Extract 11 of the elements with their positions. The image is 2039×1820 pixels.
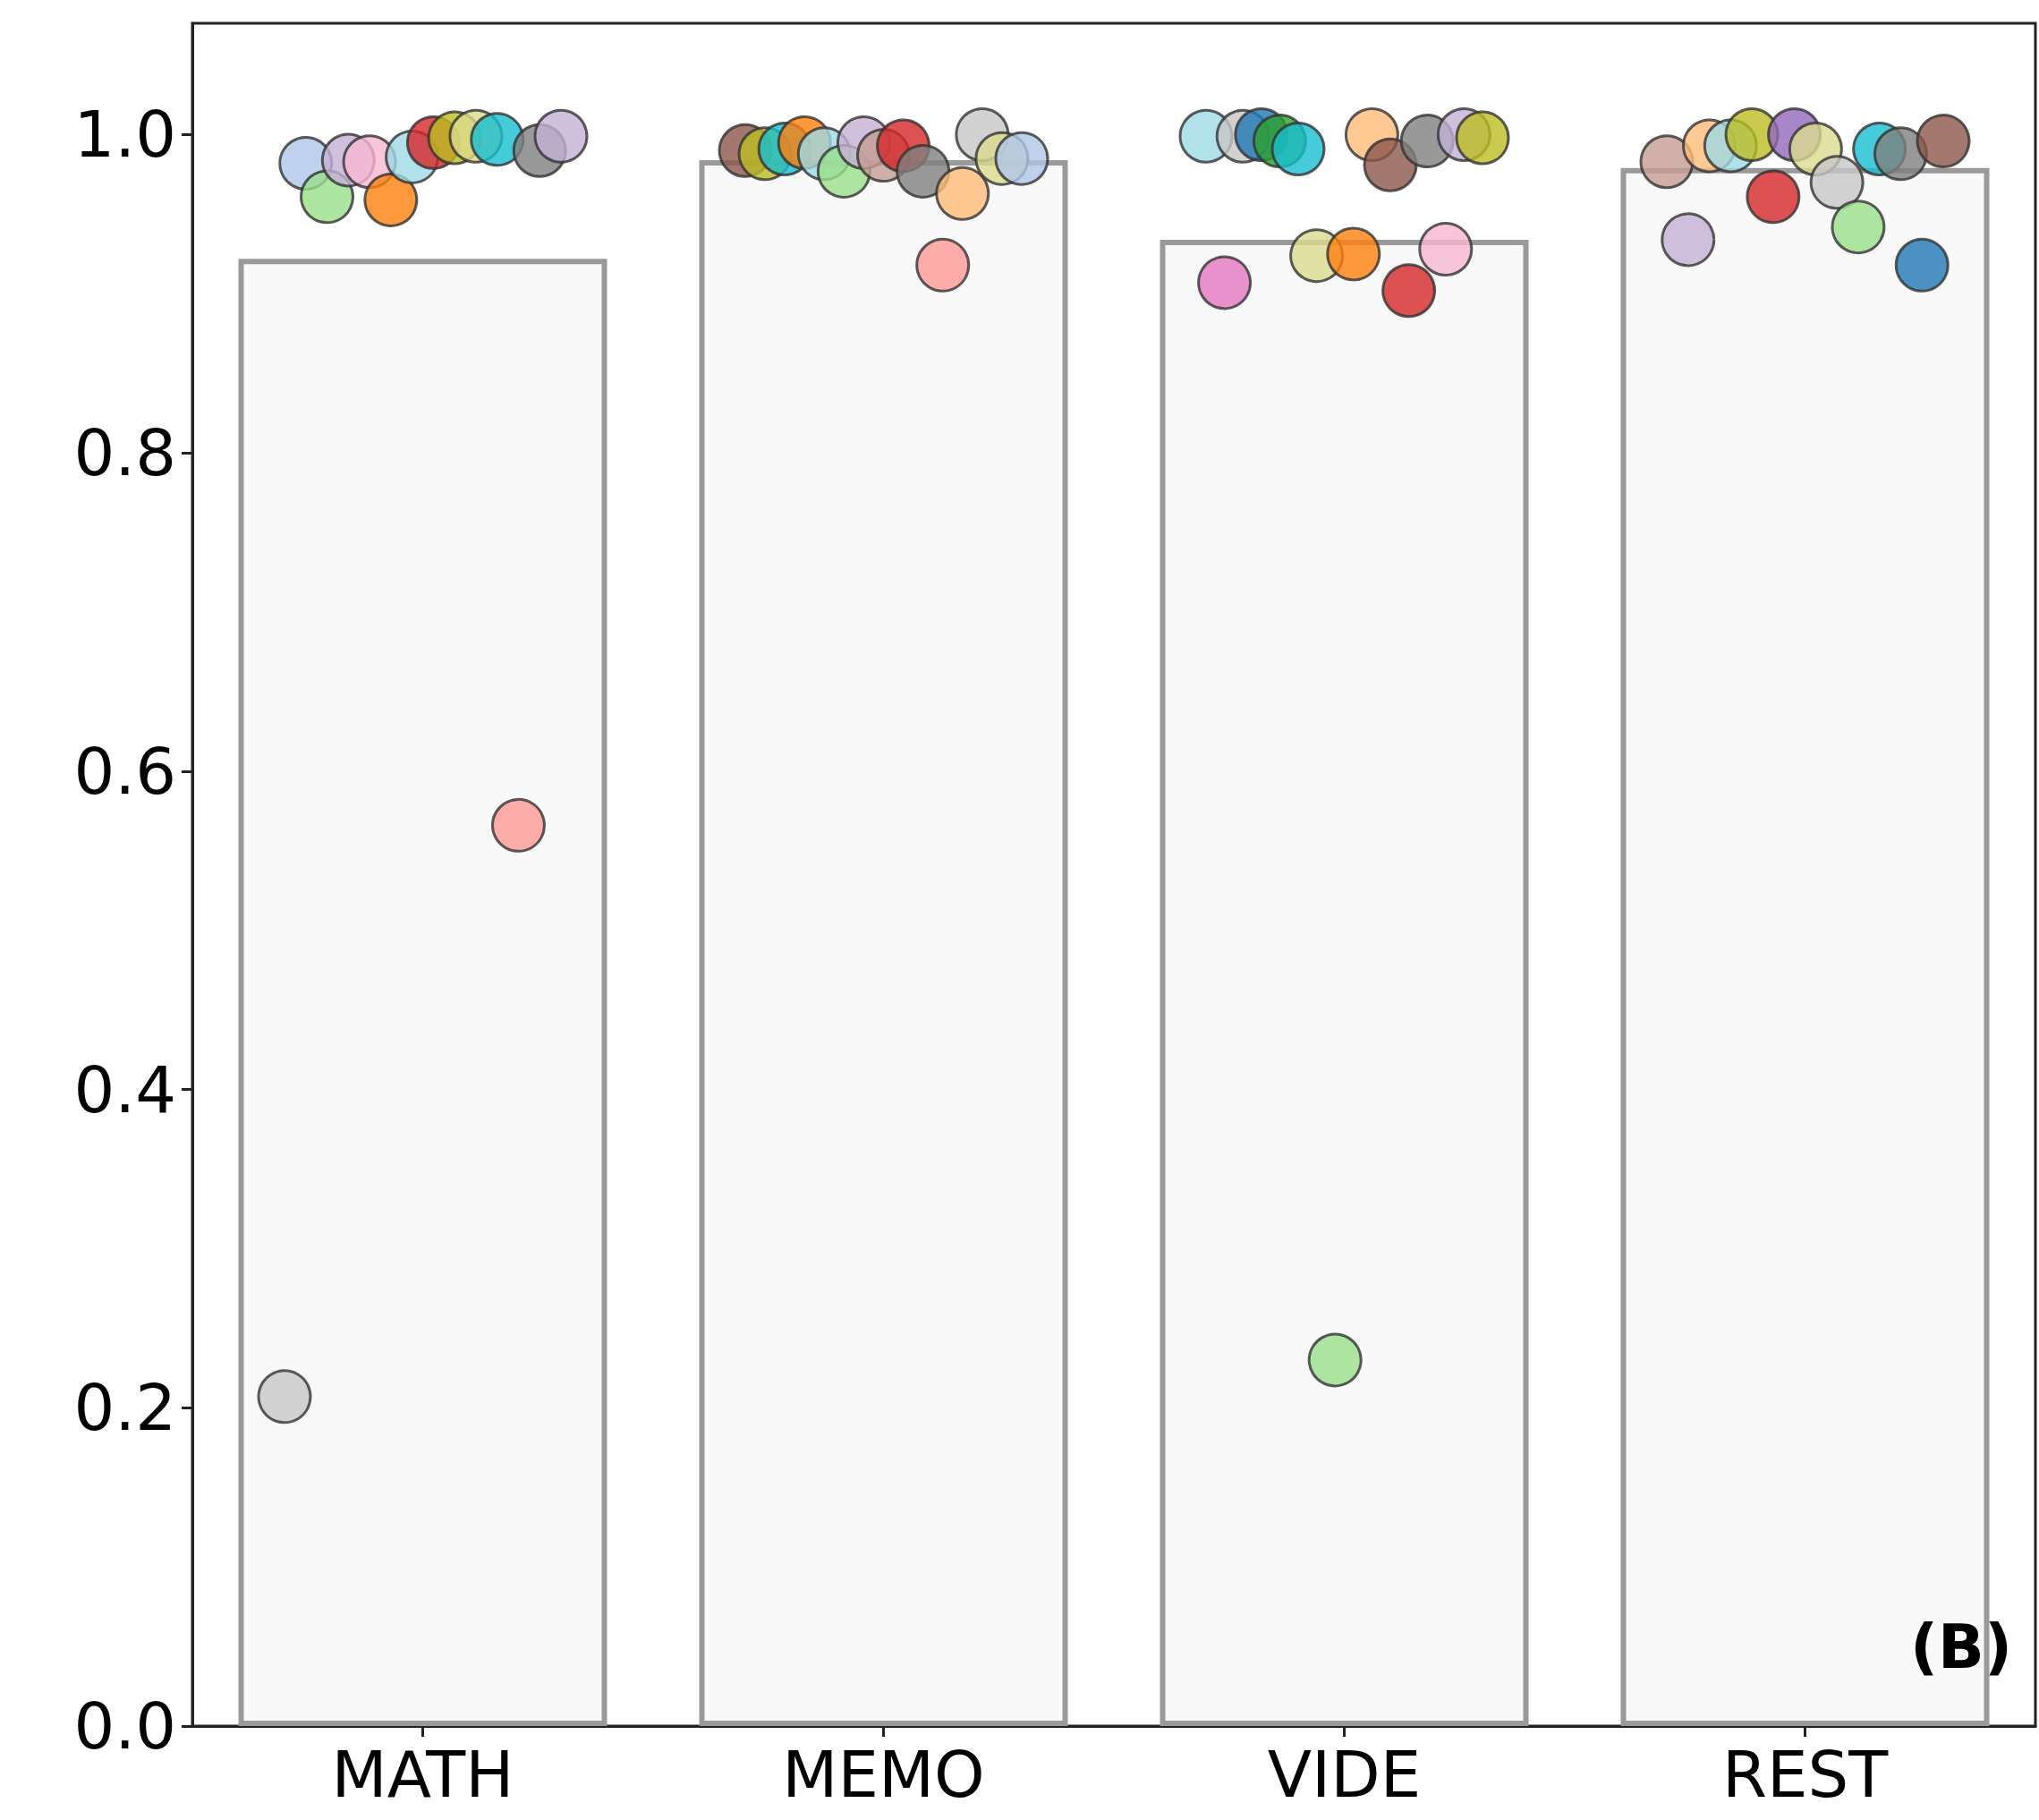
annotation: (B) xyxy=(1910,1611,2013,1682)
y-tick-label: 0.8 xyxy=(73,415,176,491)
y-tick-label: 0.6 xyxy=(73,733,176,809)
x-tick-label: VIDE xyxy=(1267,1737,1422,1812)
y-tick-label: 0.2 xyxy=(73,1370,176,1446)
y-tick-label: 0.4 xyxy=(73,1051,176,1127)
y-tick-label: 0.0 xyxy=(73,1688,176,1764)
x-tick-label: MATH xyxy=(331,1737,514,1812)
x-tick-label: REST xyxy=(1721,1737,1890,1812)
x-tick-label: MEMO xyxy=(782,1737,985,1812)
y-tick-label: 1.0 xyxy=(73,97,176,173)
